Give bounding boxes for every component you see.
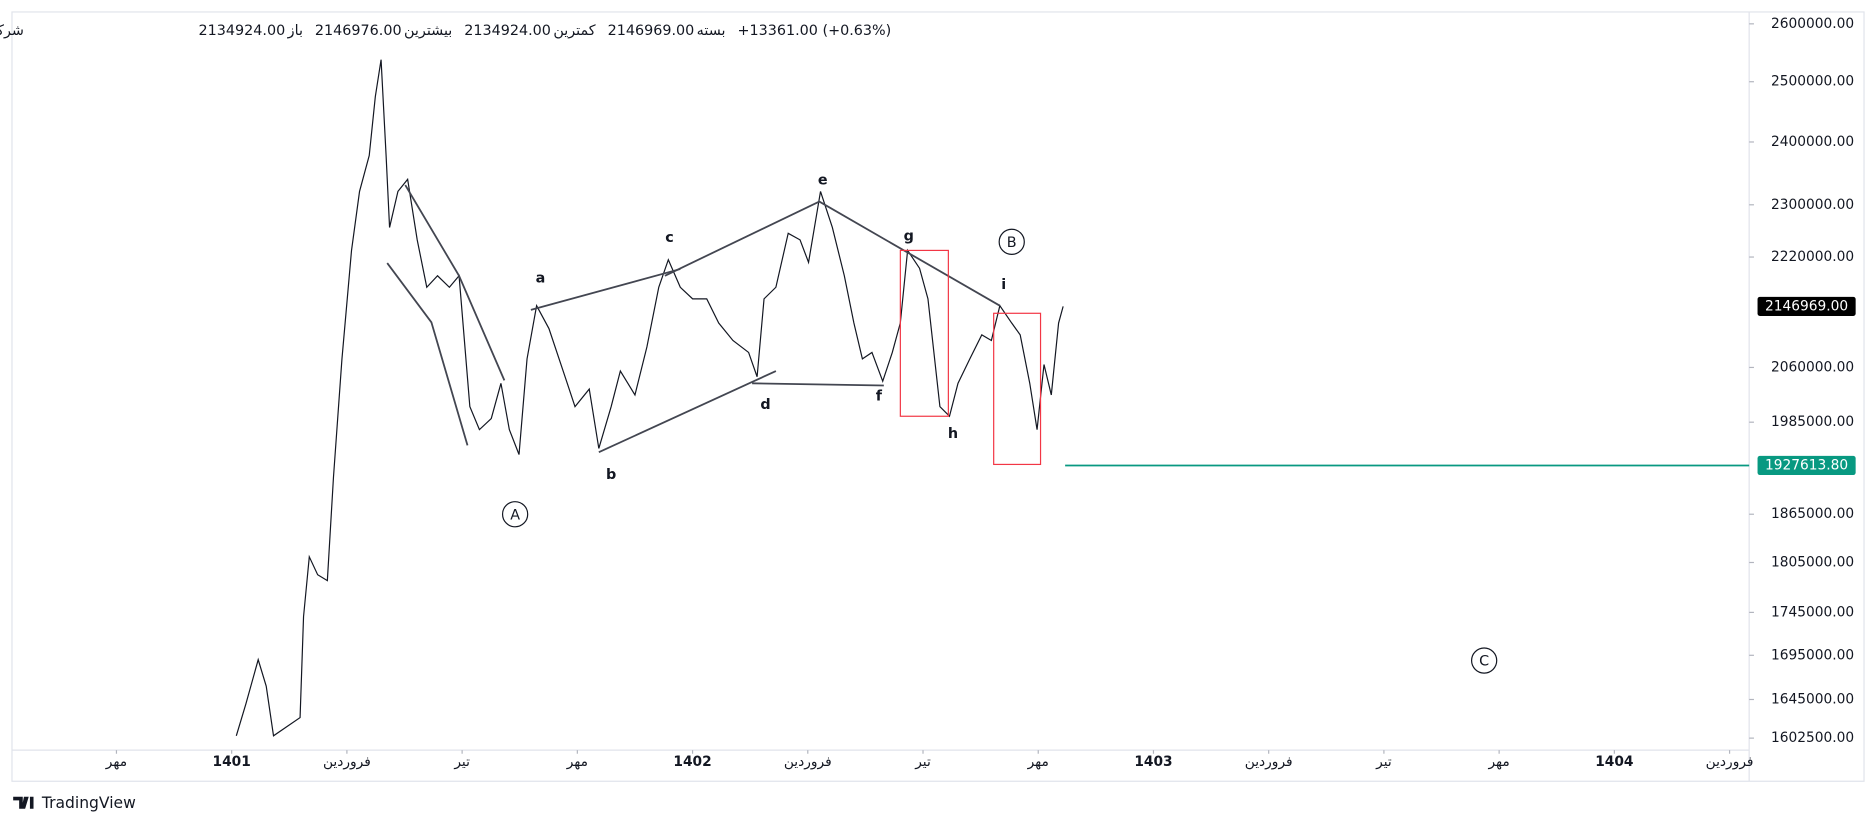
header-text: شرکت شاخص، 1D، بورس — [0, 23, 24, 39]
price-tag-label: 1927613.80 — [1765, 457, 1848, 473]
y-tick-label: 2060000.00 — [1771, 359, 1854, 375]
y-tick-label: 1805000.00 — [1771, 554, 1854, 570]
y-tick-label: 1695000.00 — [1771, 647, 1854, 663]
x-tick-label: فروردین — [784, 754, 832, 770]
trend-line — [530, 268, 681, 311]
frame — [11, 11, 1865, 782]
highlight-box — [899, 249, 949, 417]
y-tick-label: 1745000.00 — [1771, 604, 1854, 620]
x-tick-label: 1402 — [673, 754, 711, 770]
wave-label: g — [904, 229, 914, 245]
brand: TradingView — [41, 794, 136, 812]
wave-label: a — [536, 270, 546, 286]
logo — [13, 796, 34, 809]
x-tick-label: تیر — [453, 754, 470, 770]
y-tick-label: 1985000.00 — [1771, 414, 1854, 430]
wave-label: h — [948, 426, 958, 442]
header-text: 2146969.00 — [608, 23, 695, 39]
header-text: 2134924.00 — [199, 23, 286, 39]
x-tick-label: مهر — [1487, 754, 1509, 770]
trend-line — [598, 370, 777, 454]
x-tick-label: فروردین — [1706, 754, 1754, 770]
wave-label: i — [1001, 277, 1006, 293]
trend-line — [664, 200, 820, 277]
y-tick-label: 2600000.00 — [1771, 16, 1854, 32]
header-text: 2134924.00 — [464, 23, 551, 39]
y-tick-label: 2300000.00 — [1771, 197, 1854, 213]
footer: TradingView — [13, 794, 136, 812]
circled-label: C — [1479, 654, 1489, 670]
trend-line — [752, 382, 884, 387]
x-tick-label: فروردین — [1245, 754, 1293, 770]
trend-line — [386, 262, 469, 446]
header-text: +13361.00 (+0.63%) — [737, 23, 891, 39]
y-tick-label: 2400000.00 — [1771, 134, 1854, 150]
y-tick-label: 1602500.00 — [1771, 730, 1854, 746]
wave-label: e — [818, 173, 828, 189]
header-text: 2146976.00 — [315, 23, 402, 39]
x-tick-label: مهر — [566, 754, 588, 770]
last-price-label: 2146969.00 — [1765, 298, 1848, 314]
last-price-tag — [1757, 296, 1856, 316]
header-text: باز — [287, 23, 303, 39]
x-tick-label: مهر — [105, 754, 127, 770]
x-tick-label: 1403 — [1134, 754, 1172, 770]
trend-line — [818, 200, 1001, 307]
header-text: بسته — [697, 23, 726, 39]
y-tick-label: 2500000.00 — [1771, 74, 1854, 90]
wave-label: d — [760, 397, 770, 413]
circled-label: A — [510, 507, 520, 523]
trend-line — [404, 184, 506, 381]
price-line — [235, 59, 1064, 737]
wave-label: b — [606, 467, 616, 483]
wave-label: f — [876, 388, 883, 404]
x-tick-label: تیر — [1375, 754, 1392, 770]
wave-circle — [998, 228, 1025, 255]
highlight-box — [993, 312, 1042, 466]
header: شرکت شاخص، 1D، بورس2134924.00باز2146976.… — [0, 23, 891, 39]
price-tag — [1757, 455, 1856, 476]
wave-label: c — [665, 230, 674, 246]
x-tick-label: فروردین — [323, 754, 371, 770]
y-tick-label: 2220000.00 — [1771, 249, 1854, 265]
wave-circle — [1470, 647, 1498, 674]
header-text: کمترین — [553, 23, 595, 39]
header-text: بیشترین — [404, 23, 452, 39]
circled-label: B — [1007, 235, 1017, 251]
x-tick-label: 1401 — [213, 754, 251, 770]
y-tick-label: 1645000.00 — [1771, 691, 1854, 707]
x-tick-label: مهر — [1027, 754, 1049, 770]
y-tick-label: 1865000.00 — [1771, 506, 1854, 522]
x-tick-label: تیر — [914, 754, 931, 770]
wave-circle — [501, 501, 529, 528]
x-tick-label: 1404 — [1595, 754, 1633, 770]
